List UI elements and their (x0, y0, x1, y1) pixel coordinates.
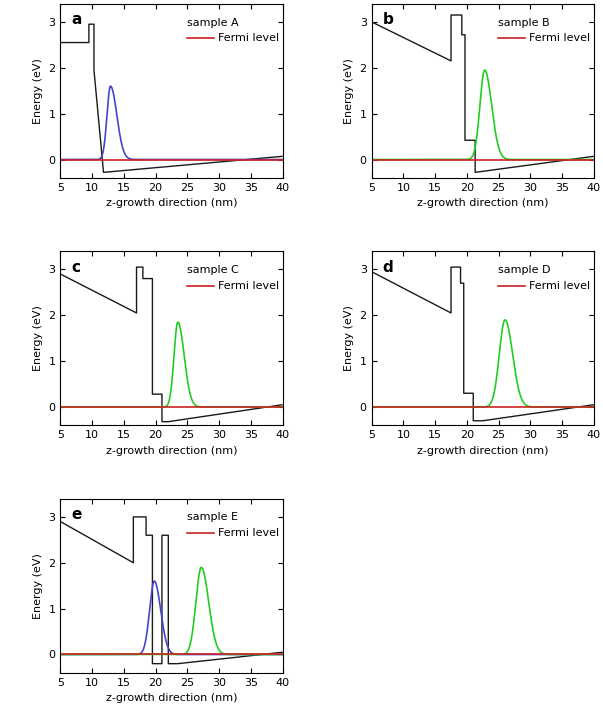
Text: sample B: sample B (498, 18, 550, 28)
Y-axis label: Energy (eV): Energy (eV) (33, 305, 43, 371)
Text: c: c (71, 260, 80, 275)
Text: sample A: sample A (187, 18, 239, 28)
Text: sample D: sample D (498, 265, 551, 275)
Text: e: e (71, 507, 82, 523)
Text: Fermi level: Fermi level (218, 33, 279, 43)
X-axis label: z-growth direction (nm): z-growth direction (nm) (106, 446, 237, 456)
Text: sample C: sample C (187, 265, 239, 275)
Y-axis label: Energy (eV): Energy (eV) (33, 553, 43, 619)
Text: b: b (383, 12, 394, 27)
Text: Fermi level: Fermi level (529, 281, 590, 291)
Y-axis label: Energy (eV): Energy (eV) (344, 58, 354, 124)
Y-axis label: Energy (eV): Energy (eV) (33, 58, 43, 124)
X-axis label: z-growth direction (nm): z-growth direction (nm) (417, 446, 549, 456)
Text: d: d (383, 260, 394, 275)
Y-axis label: Energy (eV): Energy (eV) (344, 305, 354, 371)
X-axis label: z-growth direction (nm): z-growth direction (nm) (106, 693, 237, 703)
Text: Fermi level: Fermi level (218, 281, 279, 291)
Text: Fermi level: Fermi level (529, 33, 590, 43)
X-axis label: z-growth direction (nm): z-growth direction (nm) (106, 198, 237, 209)
Text: a: a (71, 12, 82, 27)
X-axis label: z-growth direction (nm): z-growth direction (nm) (417, 198, 549, 209)
Text: sample E: sample E (187, 513, 238, 523)
Text: Fermi level: Fermi level (218, 528, 279, 538)
